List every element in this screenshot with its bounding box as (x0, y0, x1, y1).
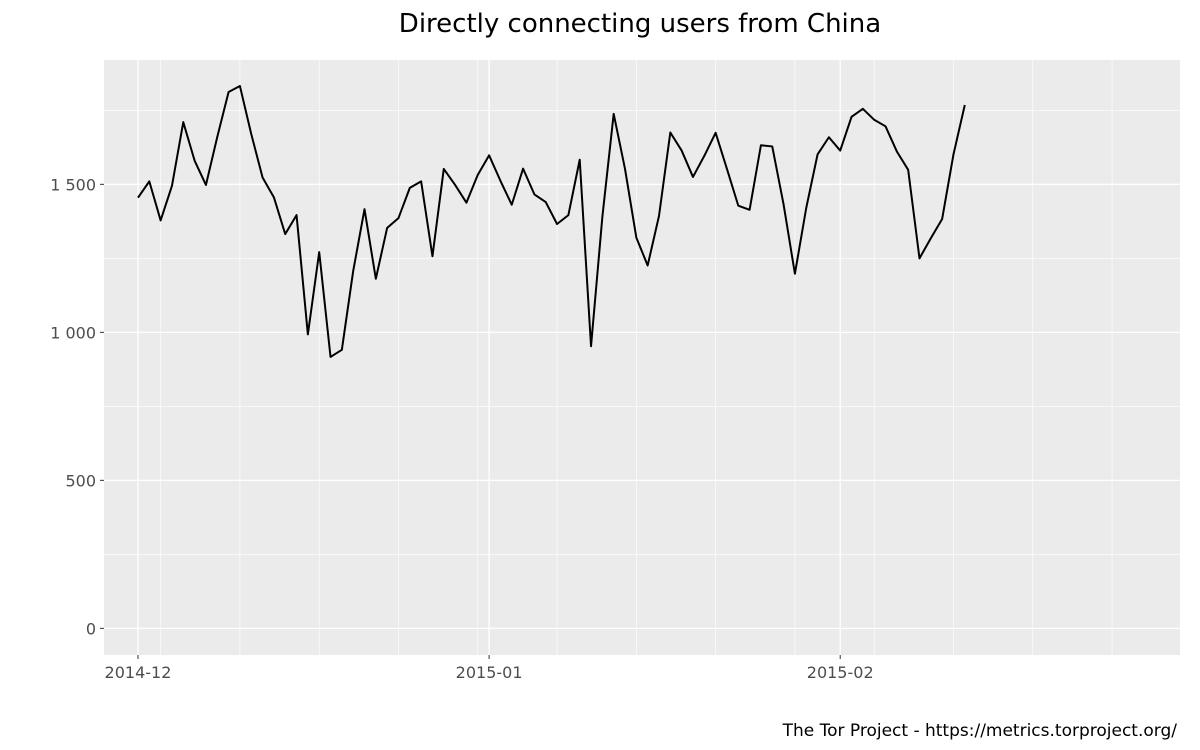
y-tick-label: 1 000 (50, 323, 96, 342)
chart-caption: The Tor Project - https://metrics.torpro… (782, 721, 1178, 741)
y-tick-label: 500 (65, 471, 96, 490)
plot-panel (104, 60, 1180, 655)
series-line-0 (137, 85, 966, 358)
x-tick-label: 2015-02 (807, 663, 874, 682)
x-tick-label: 2014-12 (105, 663, 172, 682)
x-tick-label: 2015-01 (456, 663, 523, 682)
series-layer (137, 85, 966, 358)
axis-ticks (100, 183, 841, 659)
chart-title: Directly connecting users from China (399, 9, 881, 39)
y-tick-label: 0 (86, 619, 96, 638)
major-gridlines (104, 60, 1180, 655)
axis-tick-labels: 0 500 1 000 1 500 2014-12 2015-01 2015-02 (50, 175, 873, 682)
y-tick-label: 1 500 (50, 175, 96, 194)
minor-gridlines (104, 60, 1180, 655)
